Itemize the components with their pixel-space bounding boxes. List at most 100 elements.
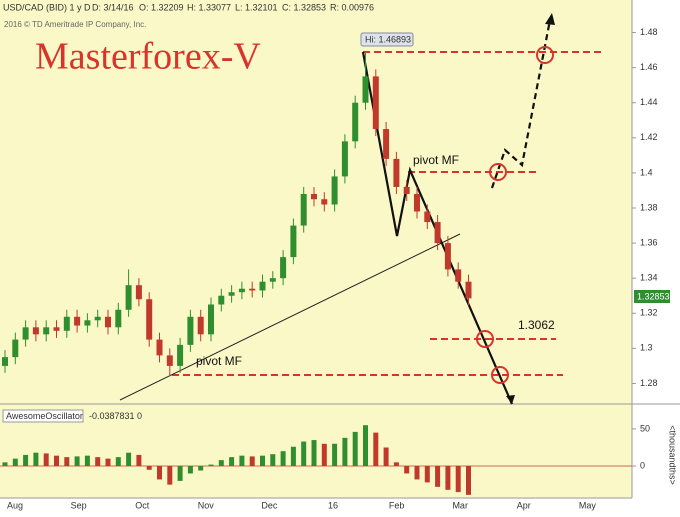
candle-body	[115, 309, 122, 328]
candle-body	[197, 316, 204, 335]
candle-body	[455, 269, 462, 282]
candle-body	[331, 176, 338, 205]
y-tick-label: 1.28	[640, 378, 658, 388]
candle-body	[53, 327, 60, 331]
oscillator-bar	[198, 466, 204, 471]
pivot-label: pivot MF	[413, 153, 459, 167]
candle-body	[187, 316, 194, 345]
oscillator-bar	[115, 457, 121, 467]
header-item: H: 1.33077	[187, 2, 231, 12]
oscillator-bar	[373, 432, 379, 467]
x-tick-label: Apr	[517, 500, 531, 510]
oscillator-bar	[33, 452, 39, 467]
x-tick-label: Dec	[261, 500, 278, 510]
candle-body	[32, 327, 39, 335]
price-tag-label: 1.32853	[637, 291, 670, 301]
candle-body	[393, 158, 400, 187]
oscillator-bar	[43, 453, 49, 467]
header-item: D: 3/14/16	[92, 2, 134, 12]
annotations	[119, 13, 605, 405]
candle-body	[74, 316, 81, 326]
candle-body	[238, 288, 245, 293]
oscillator-bar	[74, 456, 80, 467]
y-tick-label: 1.46	[640, 62, 658, 72]
oscillator-bar	[393, 462, 399, 467]
indicator-note: 0	[137, 411, 142, 421]
oscillator-bar	[105, 458, 111, 467]
oscillator-bar	[455, 466, 461, 493]
x-tick-label: 16	[328, 500, 338, 510]
price-tag	[634, 290, 670, 303]
oscillator-bar	[311, 440, 317, 467]
header-item: L: 1.32101	[235, 2, 278, 12]
oscillator-bar	[414, 466, 420, 480]
candle-body	[218, 295, 225, 305]
oscillator-bar	[208, 464, 214, 467]
candle-body	[12, 339, 19, 358]
oscillator-bar	[157, 466, 162, 480]
oscillator-bar	[12, 458, 18, 467]
oscillator-bar	[136, 454, 142, 467]
x-tick-label: Aug	[7, 500, 23, 510]
candle-body	[105, 316, 111, 328]
candle-body	[166, 355, 173, 366]
oscillator-bar	[321, 443, 327, 467]
x-tick-label: Oct	[135, 500, 150, 510]
candle-body	[135, 285, 142, 300]
oscillator-bar	[95, 457, 101, 467]
candle-body	[2, 357, 8, 366]
y-tick-label: 1.36	[640, 237, 658, 247]
candle-body	[341, 141, 348, 177]
x-tick-label: Mar	[452, 500, 468, 510]
oscillator-bar	[445, 466, 451, 490]
oscillator-bar	[239, 455, 245, 467]
indicator-value: -0.0387831	[89, 411, 135, 421]
oscillator-bar	[260, 455, 265, 467]
oscillator-bar	[301, 441, 307, 467]
oscillator-bar	[167, 466, 173, 485]
oscillator-bar	[342, 437, 348, 467]
candle-body	[22, 327, 29, 340]
y-tick-label: 1.34	[640, 273, 658, 283]
arrow-head	[506, 395, 515, 404]
high-label: Hi: 1.46893	[365, 34, 411, 44]
candle-body	[444, 243, 451, 270]
oscillator-bar	[352, 431, 358, 467]
y-tick-label: 1.4	[640, 167, 653, 177]
candle-body	[311, 193, 317, 200]
arrow-head	[545, 13, 555, 25]
oscillator-bar	[229, 457, 235, 467]
candle-body	[362, 76, 369, 103]
oscillator-bar	[332, 443, 338, 467]
candle-body	[403, 186, 410, 194]
oscillator-bar	[383, 447, 389, 467]
x-tick-label: Feb	[389, 500, 405, 510]
target-circle	[491, 366, 509, 384]
candle-body	[352, 102, 359, 142]
header-item: USD/CAD (BID) 1 y D	[3, 2, 91, 12]
target-circle	[536, 46, 554, 64]
y-tick-label: 1.48	[640, 27, 658, 37]
target-label: 1.3062	[518, 318, 555, 332]
x-tick-label: Sep	[71, 500, 87, 510]
candle-body	[321, 199, 328, 205]
y-tick-label: 0	[640, 460, 645, 470]
oscillator-bar	[218, 460, 224, 467]
candle-body	[414, 193, 420, 212]
oscillator-bar	[177, 466, 183, 481]
x-tick-label: May	[579, 500, 597, 510]
oscillator-bar	[249, 456, 255, 467]
candle-body	[228, 292, 235, 296]
candle-body	[63, 316, 70, 331]
oscillator-bar	[424, 466, 430, 483]
y-tick-label: 1.3	[640, 343, 653, 353]
oscillator-bar	[54, 455, 59, 467]
oscillator-bar	[84, 455, 90, 467]
y-tick-label: 1.38	[640, 202, 658, 212]
candle-body	[465, 281, 472, 299]
watermark: Masterforex-V	[35, 36, 261, 78]
candle-body	[146, 299, 153, 340]
oscillator-bar	[64, 457, 70, 467]
candle-body	[259, 281, 266, 291]
